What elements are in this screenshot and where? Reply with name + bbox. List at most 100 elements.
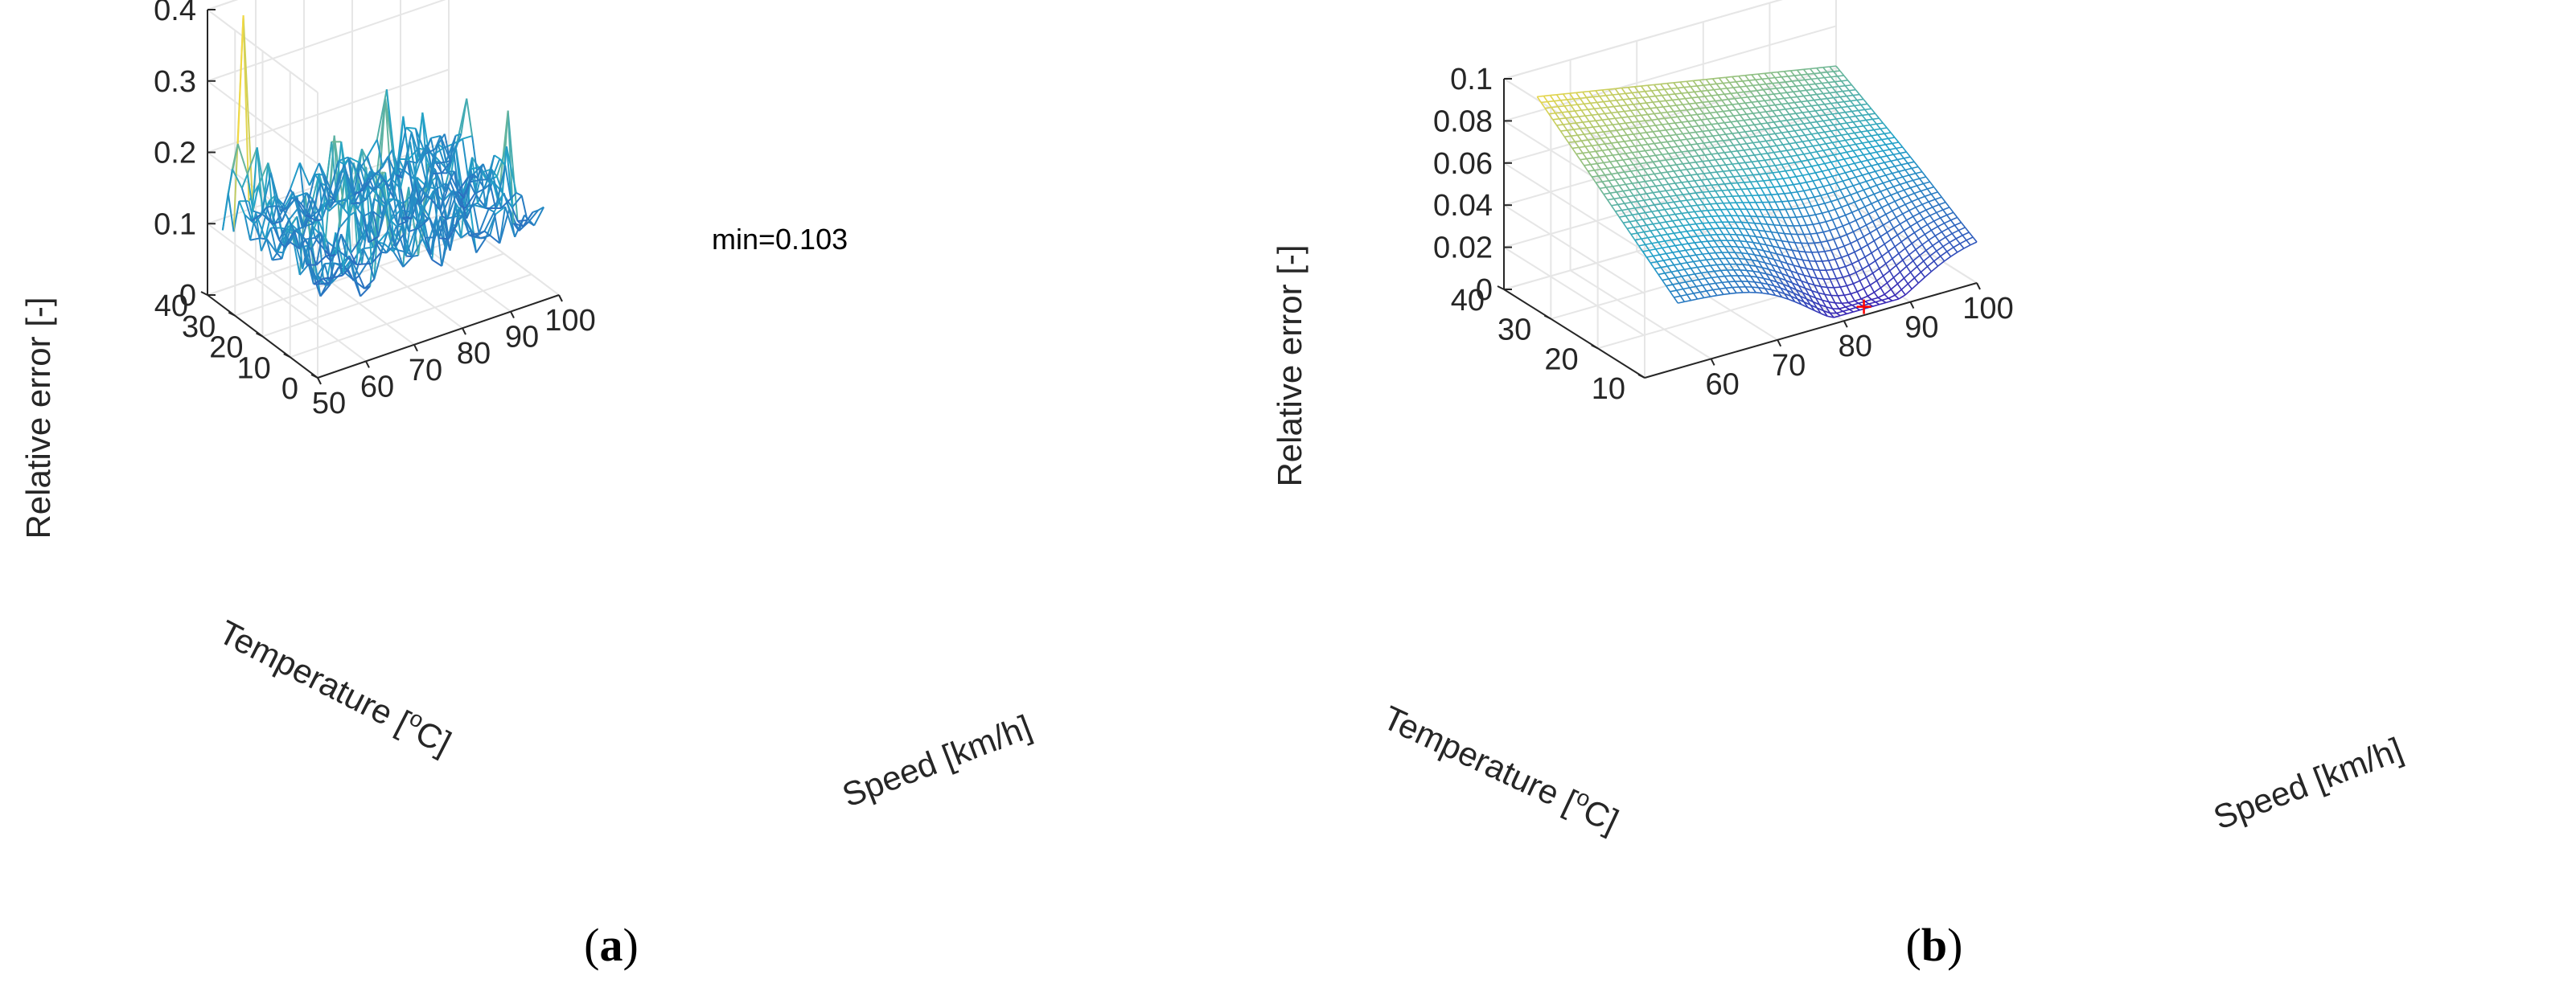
surface-line [1646,191,1654,195]
surface-line [1839,265,1846,269]
surface-line [1863,98,1868,105]
surface-line [1726,240,1732,248]
surface-line [1804,167,1810,175]
surface-line [1830,248,1839,252]
mesh-segment [532,209,539,213]
surface-line [1830,103,1836,109]
surface-line [1927,220,1934,226]
surface-line [1723,276,1729,283]
surface-line [1900,162,1908,166]
surface-line [1623,158,1630,161]
surface-line [1681,244,1687,251]
surface-line [1675,226,1682,233]
surface-line [1756,148,1762,155]
surface-line [1820,242,1826,252]
surface-line [1749,149,1756,156]
surface-line [1842,117,1847,124]
surface-line [1838,268,1844,278]
surface-line [1713,147,1719,154]
surface-line [1707,240,1712,248]
surface-line [1713,117,1719,125]
surface-line [1678,249,1687,252]
surface-line [1670,289,1677,293]
surface-line [1859,180,1867,185]
surface-line [1660,235,1666,242]
surface-line [1892,186,1898,193]
surface-line [1608,88,1613,96]
surface-line [1893,183,1900,187]
surface-line [1826,175,1833,179]
surface-line [1780,186,1785,195]
surface-line [1855,174,1863,178]
mesh-segment [327,135,335,211]
surface-line [1721,128,1727,135]
surface-line [1776,178,1784,180]
surface-line [1653,254,1660,257]
surface-line [1643,232,1649,239]
surface-line [1625,151,1633,154]
surface-line [1682,289,1688,296]
surface-line [1820,125,1827,128]
mesh-segment [376,194,384,219]
x-tick-mark [413,344,418,352]
surface-line [1732,115,1738,122]
surface-line [1867,193,1875,198]
surface-line [1663,195,1670,199]
surface-line [1755,107,1760,113]
surface-line [1684,127,1691,133]
surface-line [1942,241,1950,248]
mesh-segment [443,133,451,161]
mesh-segment [325,255,332,262]
surface-line [1809,294,1816,299]
surface-line [1624,171,1629,178]
surface-line [1622,191,1628,198]
surface-line [1685,249,1691,256]
surface-line [1700,119,1706,126]
surface-line [1685,280,1693,283]
mesh-segment [448,219,459,240]
surface-line [1904,248,1910,256]
y-tick-mark [1543,314,1551,320]
x-tick-mark [1710,358,1715,366]
surface-line [1764,195,1769,203]
surface-line [1729,170,1735,178]
surface-line [1841,301,1849,305]
surface-line [1865,277,1871,285]
surface-line [1611,172,1618,175]
surface-line [1845,211,1853,216]
surface-line [1799,148,1805,155]
surface-line [1695,285,1703,288]
surface-line [1843,128,1849,135]
surface-line [1852,121,1858,128]
surface-line [1643,199,1649,207]
surface-line [1912,255,1921,262]
mesh-segment [388,222,396,247]
surface-line [1711,106,1718,113]
surface-line [1831,87,1837,93]
surface-line [1673,297,1678,304]
surface-line [1882,182,1888,190]
surface-line [1757,100,1763,108]
surface-line [1826,113,1833,116]
surface-line [1830,160,1839,163]
y-tick-label: 30 [1498,314,1531,347]
surface-line [1657,227,1664,231]
surface-line [1564,105,1571,107]
surface-line [1691,97,1697,104]
surface-line [1884,244,1889,252]
surface-line [1649,248,1656,252]
surface-line [1908,207,1917,211]
surface-line [1909,226,1916,233]
surface-line [1772,172,1777,180]
surface-line [1873,129,1879,136]
surface-line [1740,96,1748,99]
surface-line [1719,117,1725,124]
surface-line [1687,274,1693,281]
surface-line [1673,111,1678,117]
surface-line [1760,282,1766,289]
surface-line [1820,313,1828,318]
surface-line [1751,74,1756,80]
surface-line [1571,146,1580,150]
surface-line [1844,172,1851,180]
surface-line [1785,209,1790,218]
